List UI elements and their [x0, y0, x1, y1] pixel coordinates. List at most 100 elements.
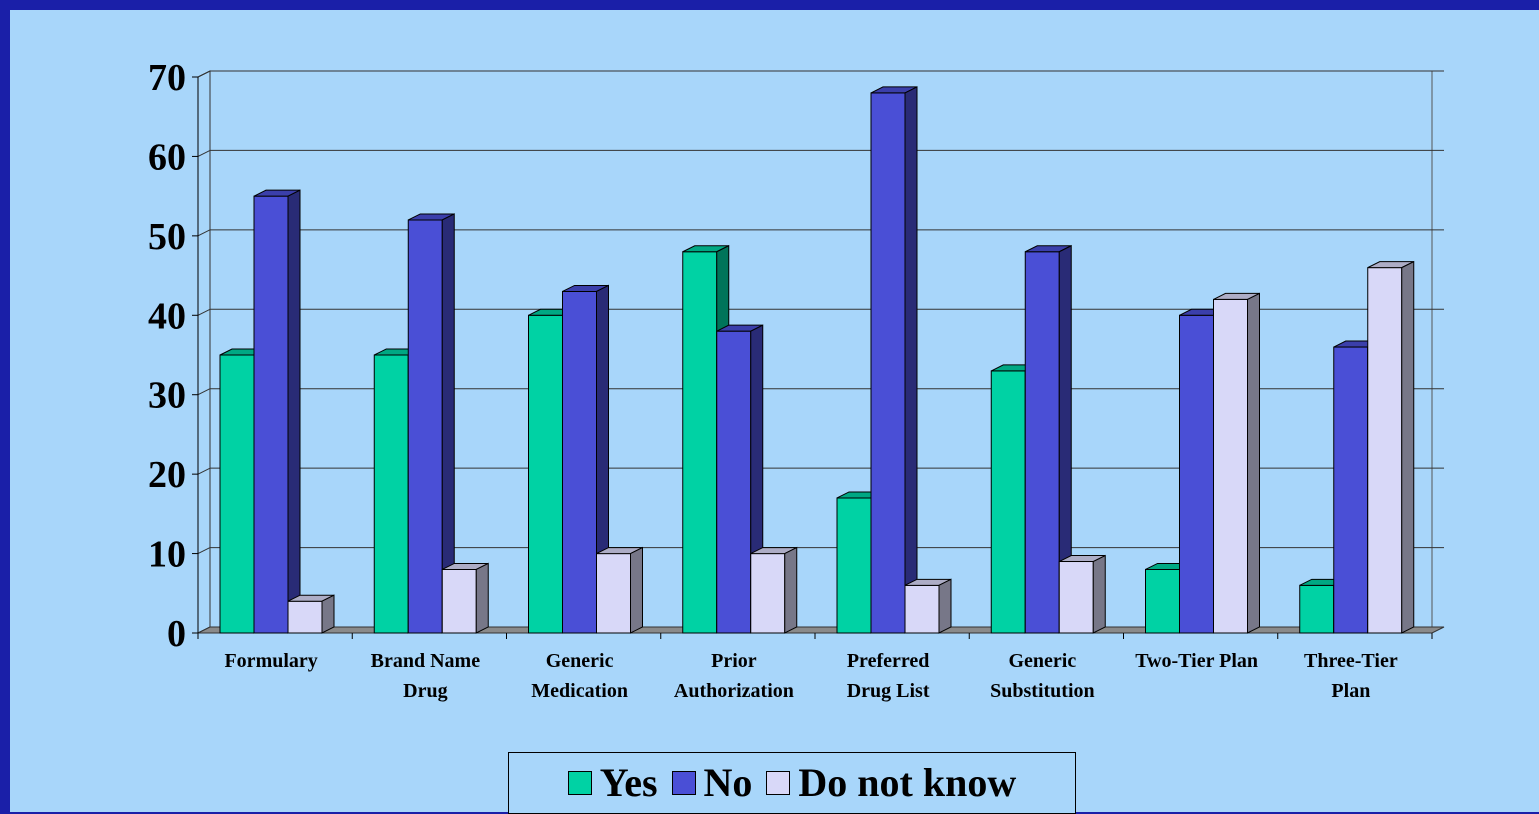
x-tick-label-line: Generic — [546, 650, 614, 672]
bar-front — [870, 92, 906, 634]
bar-front — [836, 497, 872, 634]
bar — [596, 546, 643, 634]
bar-front — [1058, 561, 1094, 634]
bar-front — [253, 195, 289, 634]
x-tick-label-line: Three-Tier — [1304, 650, 1398, 672]
y-tick-label: 50 — [148, 216, 186, 258]
y-axis-ticks: 0 10 20 30 40 50 60 70 — [148, 57, 199, 655]
bar-front — [990, 370, 1026, 634]
gridline-side — [197, 308, 211, 316]
x-tick-label-line: Authorization — [674, 680, 794, 702]
legend-item-yes: Yes — [567, 760, 658, 805]
bar — [287, 594, 335, 634]
x-tick-label-line: Drug — [403, 680, 447, 702]
bar — [562, 284, 609, 634]
bar-front — [528, 314, 563, 634]
legend: Yes No Do not know — [508, 752, 1076, 814]
bar-front — [682, 251, 718, 634]
legend-swatch-no — [671, 771, 696, 795]
legend-label-no: No — [703, 760, 753, 805]
gridline-side — [197, 547, 211, 555]
y-tick-label: 70 — [148, 57, 186, 99]
y-tick-label: 20 — [148, 454, 186, 496]
x-tick-label-line: Medication — [531, 680, 628, 702]
bar-front — [287, 600, 323, 634]
x-tick-label-line: Formulary — [224, 650, 317, 672]
bar — [253, 189, 301, 634]
bar-front — [904, 584, 940, 634]
bar-side — [287, 189, 301, 634]
bar — [1024, 244, 1072, 634]
bars — [219, 86, 1415, 634]
legend-swatch-do-not-know — [766, 771, 791, 795]
bar-side — [938, 578, 952, 634]
x-tick-label-line: Two-Tier Plan — [1135, 650, 1258, 672]
chart-background: 0 10 20 30 40 50 60 70 Formulary Brand Name Drug G… — [10, 10, 1539, 814]
bar-front — [596, 553, 631, 634]
gridline-side — [197, 388, 211, 396]
x-tick-label: Generic Medication — [531, 650, 628, 702]
bar-chart: 0 10 20 30 40 50 60 70 Formulary Brand Name Drug G… — [148, 57, 1445, 702]
y-tick-label: 30 — [148, 375, 186, 417]
bar — [407, 213, 455, 634]
bar — [750, 546, 798, 634]
bar-front — [1333, 346, 1369, 634]
x-tick-label: Prior Authorization — [674, 650, 794, 702]
legend-label-yes: Yes — [599, 760, 658, 805]
bar-front — [1179, 314, 1214, 634]
bar-front — [1024, 251, 1060, 634]
bar-side — [321, 594, 335, 634]
bar-front — [716, 330, 752, 634]
y-tick-label: 40 — [148, 295, 186, 337]
x-axis-labels: Formulary Brand Name Drug Generic Medication… — [197, 633, 1433, 702]
x-tick-label-line: Drug List — [847, 680, 930, 702]
bar — [1367, 260, 1415, 634]
bar-side — [1247, 292, 1260, 634]
x-tick-label-line: Substitution — [990, 680, 1095, 702]
x-tick-label: Formulary — [224, 650, 317, 672]
gridline-side — [197, 149, 211, 157]
bar-side — [630, 546, 643, 634]
gridline-side — [197, 229, 211, 237]
legend-item-no: No — [671, 760, 753, 805]
x-tick-label-line: Preferred — [847, 650, 930, 672]
legend-label-do-not-know: Do not know — [798, 760, 1017, 805]
x-tick-label-line: Generic — [1009, 650, 1077, 672]
bar-side — [1401, 260, 1415, 634]
x-tick-label: Three-Tier Plan — [1304, 650, 1398, 702]
gridline-side — [197, 467, 211, 475]
x-tick-label: Generic Substitution — [990, 650, 1095, 702]
bar-side — [904, 86, 918, 634]
bar-front — [562, 290, 597, 634]
y-tick-label: 0 — [167, 613, 186, 655]
bar-side — [784, 546, 798, 634]
y-tick-label: 10 — [148, 534, 186, 576]
bar — [904, 578, 952, 634]
bar-front — [1367, 267, 1403, 634]
x-tick-label: Preferred Drug List — [847, 650, 930, 702]
x-tick-label-line: Prior — [711, 650, 757, 672]
x-tick-label: Two-Tier Plan — [1135, 650, 1258, 672]
x-tick-label-line: Brand Name — [371, 650, 481, 672]
x-tick-label-line: Plan — [1331, 680, 1370, 702]
bar-front — [1145, 568, 1180, 634]
bar-front — [441, 568, 477, 634]
x-tick-label: Brand Name Drug — [371, 650, 481, 702]
bar-front — [407, 219, 443, 634]
y-tick-label: 60 — [148, 136, 186, 178]
bar — [1058, 554, 1106, 634]
bar — [1213, 292, 1260, 634]
bar-front — [373, 354, 409, 634]
legend-item-do-not-know: Do not know — [766, 763, 1016, 803]
gridline-side — [197, 70, 211, 78]
bar-front — [219, 354, 255, 634]
bar — [870, 86, 918, 634]
legend-swatch-yes — [567, 771, 592, 795]
bar-side — [1092, 554, 1106, 634]
bar — [716, 324, 764, 634]
bar-side — [475, 562, 489, 634]
bar-front — [750, 553, 786, 634]
bar-front — [1213, 298, 1248, 634]
bar-front — [1299, 584, 1335, 634]
bar — [441, 562, 489, 634]
